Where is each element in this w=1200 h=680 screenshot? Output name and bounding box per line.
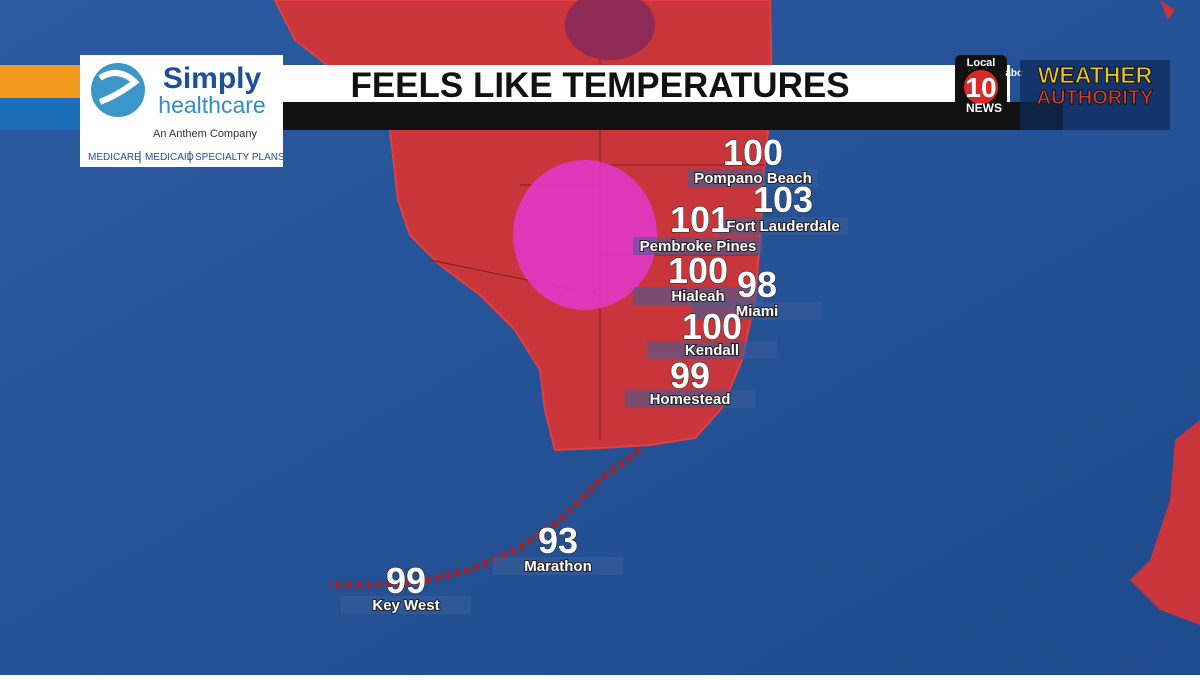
island-land bbox=[1130, 420, 1200, 625]
station-news: NEWS bbox=[966, 101, 1002, 115]
location-name: Pembroke Pines bbox=[640, 238, 757, 255]
location-value: 98 bbox=[737, 264, 777, 305]
location-name: Miami bbox=[736, 303, 779, 320]
location-name: Pompano Beach bbox=[694, 170, 812, 187]
title-bar bbox=[283, 65, 1010, 102]
sponsor-plans: MEDICARE MEDICAID SPECIALTY PLANS bbox=[88, 151, 285, 163]
label-plate bbox=[647, 341, 777, 359]
location-name: Marathon bbox=[524, 558, 592, 575]
location-name: Hialeah bbox=[671, 288, 724, 305]
label-plate bbox=[341, 596, 471, 614]
location-value: 103 bbox=[753, 179, 813, 220]
title: FEELS LIKE TEMPERATURES bbox=[350, 66, 849, 105]
brand: AUTHORITY bbox=[1037, 87, 1154, 109]
island-land bbox=[1160, 0, 1175, 20]
lake-okeechobee bbox=[565, 0, 655, 60]
sponsor-logo bbox=[98, 69, 140, 105]
label-plate bbox=[625, 390, 755, 408]
location-value: 99 bbox=[386, 560, 426, 601]
title-underbar bbox=[283, 102, 1063, 130]
plan: MEDICARE bbox=[88, 152, 141, 163]
label-plate bbox=[493, 557, 623, 575]
plan: SPECIALTY PLANS bbox=[195, 152, 285, 163]
label-plate bbox=[692, 302, 822, 320]
label-plate bbox=[633, 237, 763, 255]
location-value: 100 bbox=[668, 250, 728, 291]
brand: WEATHER bbox=[1038, 62, 1153, 88]
sponsor-name: Simply bbox=[163, 62, 262, 95]
station-channel: 10 bbox=[965, 72, 996, 103]
location-value: 100 bbox=[723, 132, 783, 173]
location-value: 99 bbox=[670, 355, 710, 396]
sponsor-tagline: An Anthem Company bbox=[153, 128, 257, 140]
plan: MEDICAID bbox=[145, 152, 194, 163]
sponsor-name: healthcare bbox=[158, 92, 265, 118]
label-plate bbox=[688, 169, 818, 187]
location-name: Fort Lauderdale bbox=[726, 218, 839, 235]
location-name: Kendall bbox=[685, 342, 739, 359]
location-value: 100 bbox=[682, 306, 742, 347]
station-local: Local bbox=[967, 57, 996, 69]
brand-box bbox=[1020, 60, 1170, 130]
heat-area bbox=[513, 160, 657, 310]
location-name: Homestead bbox=[650, 391, 731, 408]
location-value: 101 bbox=[670, 199, 730, 240]
location-value: 93 bbox=[538, 520, 578, 561]
station-logo bbox=[964, 70, 998, 104]
label-plate bbox=[718, 217, 848, 235]
label-plate bbox=[633, 287, 763, 305]
location-name: Key West bbox=[372, 597, 439, 614]
station-network: abc bbox=[1005, 68, 1023, 79]
